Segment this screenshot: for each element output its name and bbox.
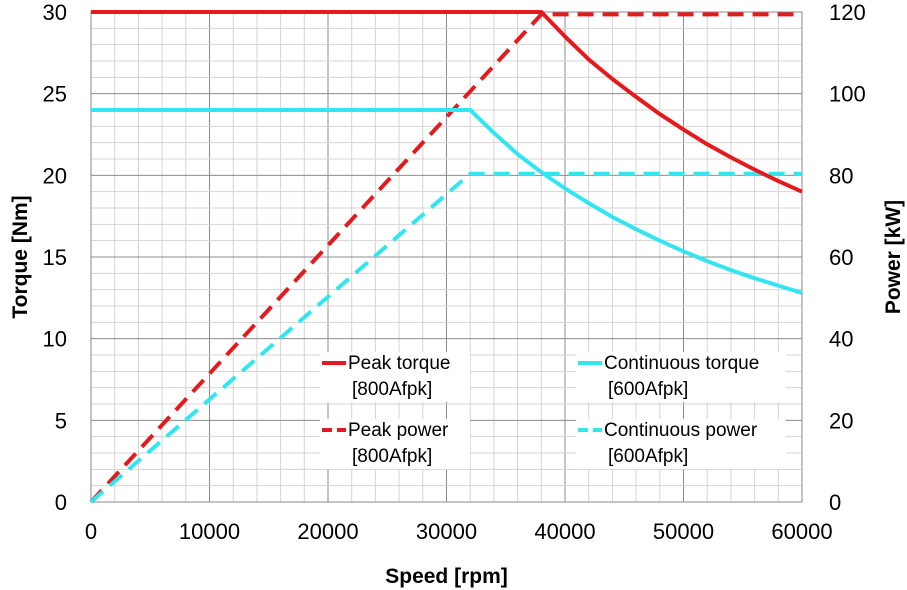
series-continuous-torque-line: [91, 108, 803, 295]
legend-entry-background: [576, 352, 786, 402]
legend-label: Continuous power: [604, 420, 758, 441]
legend-entry-background: [576, 419, 786, 469]
y-left-tick-label: 25: [43, 82, 67, 107]
y-right-tick-label: 60: [829, 245, 853, 270]
x-tick-label: 20000: [297, 519, 358, 544]
y-right-tick-label: 120: [829, 0, 866, 25]
y-right-tick-labels: 0 20 40 60 80 100 120: [829, 0, 866, 515]
x-tick-labels: 0 10000 20000 30000 40000 50000 60000: [85, 519, 833, 544]
x-tick-label: 0: [85, 519, 97, 544]
legend-sublabel: [600Afpk]: [608, 379, 688, 400]
y-left-axis-title: Torque [Nm]: [9, 195, 32, 318]
legend-sublabel: [800Afpk]: [352, 379, 432, 400]
y-right-tick-label: 0: [829, 490, 841, 515]
x-tick-label: 60000: [771, 519, 832, 544]
legend-entry-background: [320, 352, 470, 402]
y-left-tick-labels: 0 5 10 15 20 25 30: [43, 0, 67, 515]
y-right-tick-label: 100: [829, 82, 866, 107]
y-right-axis-title: Power [kW]: [882, 200, 905, 314]
legend-entry-background: [320, 419, 470, 469]
y-left-tick-label: 10: [43, 327, 67, 352]
y-left-tick-label: 15: [43, 245, 67, 270]
legend-label: Peak power: [348, 420, 449, 441]
legend-label: Peak torque: [348, 353, 450, 374]
x-axis-title: Speed [rpm]: [385, 565, 508, 588]
legend-label: Continuous torque: [604, 353, 759, 374]
y-right-tick-label: 40: [829, 327, 853, 352]
legend: Peak torque [800Afpk] Peak power [800Afpk] C…: [320, 352, 786, 469]
legend-sublabel: [800Afpk]: [352, 446, 432, 467]
x-tick-label: 30000: [416, 519, 477, 544]
y-right-tick-label: 20: [829, 408, 853, 433]
series-continuous-power-line: [89, 171, 802, 504]
x-tick-label: 50000: [653, 519, 714, 544]
legend-sublabel: [600Afpk]: [608, 446, 688, 467]
y-left-tick-label: 30: [43, 0, 67, 25]
y-right-tick-label: 80: [829, 163, 853, 188]
x-tick-label: 10000: [179, 519, 240, 544]
y-left-tick-label: 5: [55, 408, 67, 433]
series-peak-torque-line: [91, 10, 803, 194]
x-tick-label: 40000: [534, 519, 595, 544]
y-left-tick-label: 20: [43, 163, 67, 188]
y-left-tick-label: 0: [55, 490, 67, 515]
series-layer: [89, 10, 803, 504]
